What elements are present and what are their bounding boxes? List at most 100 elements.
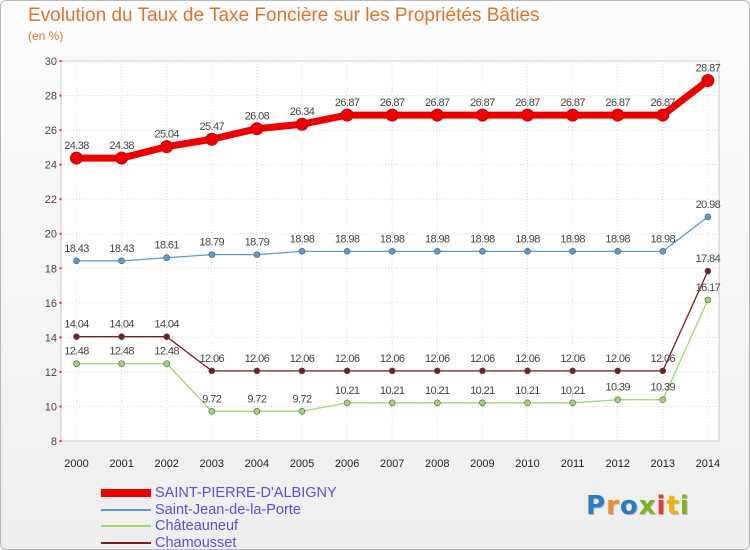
data-label: 14.04: [109, 319, 134, 331]
data-label: 12.48: [64, 346, 89, 358]
data-point: [118, 360, 125, 367]
data-point: [433, 399, 441, 407]
data-label: 12.06: [560, 353, 585, 365]
data-label: 26.87: [560, 97, 585, 109]
y-tick-mark: [59, 60, 62, 62]
data-label: 18.79: [245, 237, 270, 249]
y-tick-label: 18: [45, 263, 57, 275]
data-point: [656, 108, 670, 122]
data-label: 18.43: [109, 243, 134, 255]
data-point: [388, 367, 396, 375]
logo-letter: r: [606, 491, 620, 521]
legend-label: Saint-Jean-de-la-Porte: [155, 501, 301, 518]
data-label: 26.87: [425, 97, 450, 109]
data-point: [704, 267, 712, 275]
y-tick-label: 20: [45, 229, 57, 241]
x-tick-label: 2011: [561, 458, 585, 470]
data-point: [343, 399, 351, 407]
data-label: 14.04: [64, 319, 89, 331]
data-label: 10.21: [380, 385, 405, 397]
x-tick-label: 2012: [605, 458, 629, 470]
y-tick-mark: [59, 440, 62, 442]
legend-label: Chamousset: [155, 534, 237, 550]
data-point: [479, 367, 486, 375]
legend-swatch: [101, 508, 151, 511]
data-point: [659, 396, 667, 404]
proxiti-logo: Proxiti: [586, 491, 690, 521]
logo-letter: P: [586, 491, 607, 521]
data-label: 14.04: [154, 319, 179, 331]
logo-letter: x: [638, 491, 657, 521]
data-label: 24.38: [64, 140, 89, 152]
data-label: 18.98: [425, 233, 450, 245]
logo-letter: t: [666, 491, 680, 521]
data-point: [704, 213, 712, 221]
data-point: [295, 117, 309, 131]
data-label: 18.98: [605, 233, 630, 245]
y-tick-label: 30: [45, 56, 57, 68]
data-label: 18.61: [154, 240, 179, 252]
y-tick-label: 26: [45, 125, 57, 137]
x-tick-label: 2003: [200, 458, 224, 470]
y-tick-mark: [59, 267, 62, 270]
data-label: 12.06: [605, 353, 630, 365]
data-label: 18.98: [515, 233, 540, 245]
data-label: 24.38: [109, 140, 134, 152]
data-label: 10.21: [470, 385, 495, 397]
x-tick-label: 2008: [425, 458, 449, 470]
data-point: [205, 132, 219, 146]
data-label: 12.06: [290, 353, 315, 365]
data-label: 12.48: [109, 346, 134, 358]
data-label: 25.04: [154, 129, 179, 141]
data-point: [388, 399, 396, 407]
x-tick-label: 2004: [245, 458, 269, 470]
data-point: [614, 248, 622, 255]
data-point: [433, 248, 441, 255]
data-point: [73, 257, 80, 265]
y-tick-mark: [59, 129, 62, 132]
legend-swatch: [101, 525, 151, 527]
data-point: [208, 251, 216, 258]
data-label: 26.87: [335, 97, 360, 109]
data-label: 10.21: [335, 385, 360, 397]
data-point: [385, 108, 399, 122]
data-label: 26.08: [245, 111, 270, 123]
data-label: 26.87: [515, 97, 540, 109]
x-tick-label: 2010: [515, 458, 539, 470]
data-label: 10.21: [425, 385, 450, 397]
legend-swatch: [101, 489, 151, 497]
data-point: [479, 399, 486, 407]
data-point: [253, 251, 261, 258]
legend-label: SAINT-PIERRE-D'ALBIGNY: [155, 485, 337, 501]
x-tick-label: 2013: [651, 458, 675, 470]
data-label: 12.06: [245, 353, 270, 365]
data-point: [475, 108, 489, 122]
data-label: 9.72: [202, 393, 221, 405]
logo-letter: i: [679, 491, 690, 521]
data-label: 26.87: [470, 97, 495, 109]
data-label: 18.98: [470, 233, 495, 245]
y-tick-label: 8: [51, 436, 57, 448]
data-label: 18.98: [651, 233, 676, 245]
data-point: [388, 248, 396, 255]
data-label: 18.98: [335, 233, 360, 245]
x-tick-label: 2006: [335, 458, 359, 470]
data-label: 26.87: [651, 97, 676, 109]
data-point: [298, 248, 306, 255]
data-point: [704, 296, 712, 304]
data-point: [479, 248, 486, 255]
data-point: [73, 333, 80, 340]
data-label: 18.43: [64, 243, 89, 255]
x-tick-label: 2014: [696, 458, 720, 470]
data-label: 18.98: [380, 233, 405, 245]
data-label: 9.72: [247, 393, 266, 405]
data-point: [163, 333, 170, 340]
data-label: 10.21: [515, 385, 540, 397]
legend-swatch: [101, 541, 151, 544]
data-label: 12.06: [380, 353, 405, 365]
data-point: [298, 367, 306, 375]
logo-letter: o: [619, 491, 639, 521]
y-tick-mark: [59, 198, 62, 201]
data-label: 26.34: [290, 106, 315, 118]
